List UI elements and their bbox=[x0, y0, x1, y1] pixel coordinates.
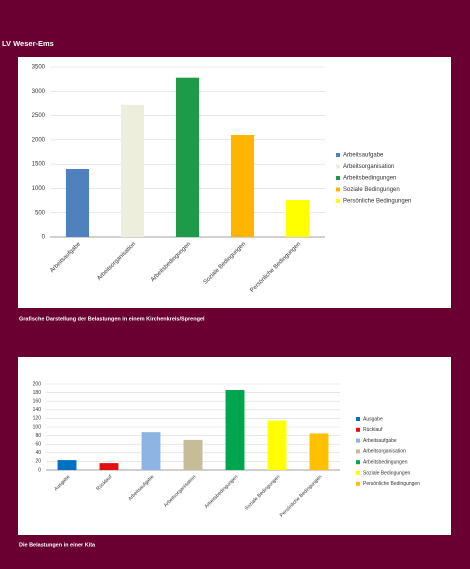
legend-swatch bbox=[356, 460, 360, 465]
bar bbox=[309, 433, 329, 470]
y-tick-label: 3500 bbox=[32, 65, 46, 71]
header: LV Weser-Ems bbox=[2, 39, 54, 48]
bar bbox=[175, 77, 200, 237]
y-tick-label: 160 bbox=[33, 399, 42, 405]
y-tick-label: 20 bbox=[35, 459, 41, 465]
legend-label: Ausgabe bbox=[363, 416, 383, 422]
chart-caption: Die Belastungen in einer Kita bbox=[19, 542, 96, 548]
legend-label: Arbeitsbedingungen bbox=[363, 460, 408, 466]
y-tick-label: 80 bbox=[35, 433, 41, 439]
legend-swatch bbox=[336, 199, 340, 203]
y-tick-label: 120 bbox=[33, 416, 42, 422]
bar bbox=[183, 439, 203, 470]
bar bbox=[120, 104, 145, 237]
y-tick-label: 1500 bbox=[32, 162, 46, 168]
y-tick-label: 0 bbox=[42, 235, 46, 241]
y-tick-label: 0 bbox=[38, 467, 41, 473]
y-tick-label: 3000 bbox=[32, 89, 46, 95]
legend-label: Arbeitsbedingungen bbox=[343, 176, 396, 182]
y-tick-label: 2000 bbox=[32, 137, 46, 143]
legend-swatch bbox=[356, 438, 360, 443]
legend-label: Rücklauf bbox=[363, 427, 383, 433]
chart-caption: Grafische Darstellung der Belastungen in… bbox=[19, 316, 205, 322]
bar bbox=[141, 432, 161, 470]
y-tick-label: 500 bbox=[35, 210, 46, 216]
bar bbox=[99, 463, 119, 470]
y-tick-label: 200 bbox=[33, 381, 42, 387]
legend-swatch bbox=[356, 427, 360, 432]
y-tick-label: 140 bbox=[33, 407, 42, 413]
bar bbox=[230, 135, 255, 237]
legend-swatch bbox=[356, 449, 360, 454]
bar bbox=[285, 200, 310, 237]
legend-swatch bbox=[356, 471, 360, 475]
legend-label: Soziale Bedingungen bbox=[343, 187, 400, 193]
legend-swatch bbox=[336, 176, 340, 180]
y-tick-label: 60 bbox=[35, 442, 41, 448]
legend-label: Persönliche Bedingungen bbox=[363, 481, 420, 487]
bar bbox=[267, 420, 287, 470]
legend-label: Persönliche Bedingungen bbox=[343, 199, 411, 205]
legend-label: Arbeitsaufgabe bbox=[343, 153, 384, 159]
legend-label: Arbeitsorganisation bbox=[343, 164, 394, 170]
y-tick-label: 100 bbox=[33, 424, 42, 430]
legend-label: Arbeitsaufgabe bbox=[363, 438, 397, 444]
legend-swatch bbox=[336, 164, 340, 169]
bar bbox=[57, 460, 77, 470]
legend-label: Soziale Bedingungen bbox=[363, 470, 410, 476]
legend-label: Arbeitsorganisation bbox=[363, 449, 406, 455]
y-tick-label: 180 bbox=[33, 390, 42, 396]
legend-swatch bbox=[356, 481, 360, 486]
y-tick-label: 40 bbox=[35, 450, 41, 456]
legend-swatch bbox=[336, 153, 340, 157]
y-tick-label: 1000 bbox=[32, 186, 46, 192]
bar bbox=[225, 390, 245, 470]
bar bbox=[65, 169, 90, 237]
legend-swatch bbox=[356, 417, 360, 421]
legend-swatch bbox=[336, 187, 340, 192]
y-tick-label: 2500 bbox=[32, 113, 46, 119]
